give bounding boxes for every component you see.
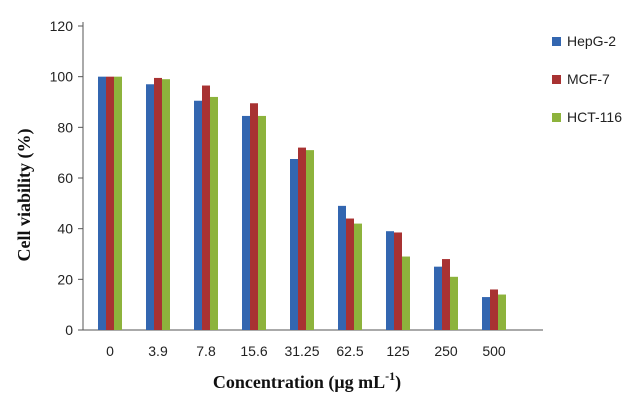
y-tick-label: 100 [50, 69, 74, 85]
x-tick-label: 62.5 [336, 343, 363, 359]
legend-label: HepG-2 [567, 33, 616, 49]
bar-hepg-2 [434, 266, 442, 330]
bar-hct-116 [402, 256, 410, 330]
x-axis: 0 3.9 7.8 15.6 31.25 62.5 125 250 500 [83, 329, 543, 359]
y-tick-label: 80 [57, 119, 73, 135]
y-tick-label: 20 [57, 271, 73, 287]
y-tick-label: 120 [50, 18, 74, 34]
bars [98, 76, 506, 331]
x-axis-title: Concentration (μg mL-1) [213, 369, 401, 393]
bar-hepg-2 [290, 159, 298, 330]
x-axis-title-tail: ) [395, 372, 401, 393]
x-tick-label: 15.6 [240, 343, 267, 359]
bar-hepg-2 [242, 115, 250, 330]
bar-mcf-7 [442, 259, 450, 330]
x-axis-title-main: Concentration (μg mL [213, 372, 385, 393]
bar-hct-116 [354, 223, 362, 330]
bar-hepg-2 [338, 205, 346, 330]
bar-mcf-7 [106, 76, 114, 331]
bar-hct-116 [450, 276, 458, 330]
bar-hct-116 [114, 76, 122, 331]
legend-swatch [552, 37, 561, 46]
bar-mcf-7 [202, 85, 210, 331]
bar-hepg-2 [386, 231, 394, 330]
legend-swatch [552, 113, 561, 122]
x-tick-label: 125 [386, 343, 410, 359]
bar-mcf-7 [250, 103, 258, 331]
x-tick-label: 500 [482, 343, 506, 359]
bar-hepg-2 [98, 76, 106, 331]
bar-mcf-7 [346, 218, 354, 330]
bar-hepg-2 [194, 100, 202, 330]
legend-swatch [552, 75, 561, 84]
bar-mcf-7 [394, 232, 402, 330]
bar-mcf-7 [298, 147, 306, 330]
x-tick-label: 31.25 [284, 343, 319, 359]
y-tick-label: 60 [57, 170, 73, 186]
y-tick-label: 40 [57, 221, 73, 237]
bar-hct-116 [498, 294, 506, 330]
bar-mcf-7 [490, 289, 498, 330]
bar-hct-116 [210, 96, 218, 330]
bar-hepg-2 [482, 297, 490, 330]
bar-mcf-7 [154, 77, 162, 330]
y-tick-label: 0 [65, 322, 73, 338]
bar-hepg-2 [146, 84, 154, 331]
x-axis-title-sup: -1 [385, 369, 395, 383]
x-tick-label: 250 [434, 343, 458, 359]
y-axis-title: Cell viability (%) [14, 129, 35, 262]
legend: HepG-2 MCF-7 HCT-116 [552, 33, 622, 125]
legend-label: MCF-7 [567, 71, 610, 87]
y-axis: 0 20 40 60 80 100 120 [50, 18, 84, 338]
x-tick-label: 3.9 [148, 343, 168, 359]
legend-label: HCT-116 [567, 109, 622, 125]
bar-hct-116 [162, 79, 170, 330]
x-tick-label: 0 [106, 343, 114, 359]
bar-hct-116 [258, 115, 266, 330]
x-tick-label: 7.8 [196, 343, 216, 359]
bar-hct-116 [306, 150, 314, 330]
